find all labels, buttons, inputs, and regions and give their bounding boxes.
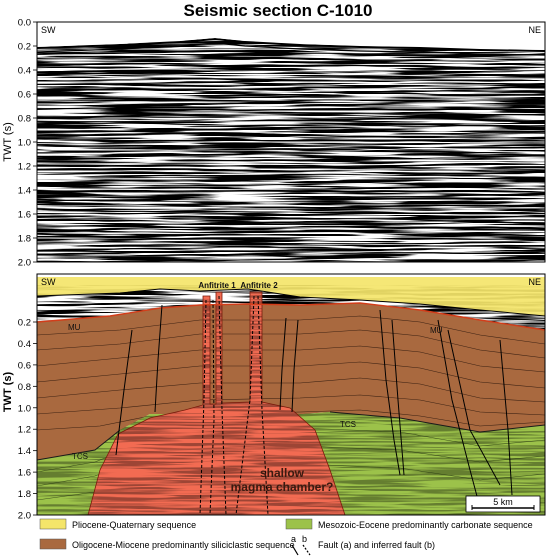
well-label-anfitrite-1: Anfitrite 1: [198, 281, 236, 290]
top-y-tick-label: 1.8: [18, 234, 31, 245]
fault-letter-a: a: [291, 534, 296, 544]
top-y-tick-label: 1.2: [18, 162, 31, 173]
bottom-y-axis-label: TWT (s): [2, 372, 14, 413]
well-label-anfitrite-2: Anfitrite 2: [240, 281, 278, 290]
horizon-label-tcs-right: TCS: [340, 420, 356, 429]
legend-label-fault: Fault (a) and inferred fault (b): [318, 540, 435, 550]
top-y-tick-label: 0.2: [18, 42, 31, 53]
fault-dashed-symbol: [302, 544, 311, 556]
inferred-faults: [199, 295, 269, 515]
bottom-corner-sw: SW: [41, 277, 56, 287]
scale-bar: 5 km: [465, 495, 541, 513]
bottom-interpreted-panel: SW NE Anfitrite 1 Anfitrite 2 MU MU TCS …: [2, 273, 546, 522]
bottom-y-tick-label: 2.0: [18, 511, 31, 522]
bottom-y-tick-label: 1.6: [18, 468, 31, 479]
scale-bar-label: 5 km: [493, 497, 513, 507]
top-y-tick-label: 2.0: [18, 258, 31, 269]
legend: Pliocene-Quaternary sequence Oligocene-M…: [39, 518, 533, 556]
legend-item-oligocene: Oligocene-Miocene predominantly silicicl…: [39, 538, 295, 550]
legend-label-mesozoic: Mesozoic-Eocene predominantly carbonate …: [318, 520, 533, 530]
figure-title: Seismic section C-1010: [184, 1, 373, 20]
bottom-y-tick-label: 1.8: [18, 489, 31, 500]
top-corner-sw: SW: [41, 25, 56, 35]
top-y-axis-label: TWT (s): [2, 122, 14, 162]
bottom-y-tick-label: 1.4: [18, 446, 31, 457]
bottom-corner-ne: NE: [528, 277, 541, 287]
fault-lines: [115, 304, 513, 501]
bottom-y-tick-label: 0.8: [18, 382, 31, 393]
legend-item-fault: a b Fault (a) and inferred fault (b): [291, 534, 435, 556]
top-corner-ne: NE: [528, 25, 541, 35]
bottom-y-tick-label: 0.6: [18, 360, 31, 371]
top-y-tick-label: 1.6: [18, 210, 31, 221]
top-y-tick-label: 0.4: [18, 66, 31, 77]
bottom-y-axis: 0.2 0.4 0.6 0.8 1.0 1.2 1.4 1.6 1.8 2.0: [18, 318, 37, 522]
fault-letter-b: b: [302, 534, 307, 544]
top-y-tick-label: 1.0: [18, 138, 31, 149]
bottom-y-tick-label: 0.2: [18, 318, 31, 329]
bottom-y-tick-label: 1.0: [18, 403, 31, 414]
legend-item-pliocene: Pliocene-Quaternary sequence: [39, 518, 196, 530]
top-seismic-panel: SW NE 0.00.20.40.60.81.01.21.41.61.82.0 …: [2, 18, 546, 269]
legend-label-oligocene: Oligocene-Miocene predominantly silicicl…: [72, 540, 295, 550]
magma-chamber-label-line2: magma chamber?: [231, 480, 334, 494]
horizon-label-mu-left: MU: [68, 323, 81, 332]
legend-label-pliocene: Pliocene-Quaternary sequence: [72, 520, 196, 530]
horizon-label-mu-right: MU: [430, 326, 443, 335]
fault-solid-symbol: [291, 544, 299, 556]
bottom-y-tick-label: 0.4: [18, 339, 31, 350]
top-y-tick-label: 0.8: [18, 114, 31, 125]
top-y-tick-label: 0.0: [18, 18, 31, 29]
bottom-y-tick-label: 1.2: [18, 425, 31, 436]
top-y-tick-label: 0.6: [18, 90, 31, 101]
magma-chamber-label-line1: shallow: [260, 466, 305, 480]
top-y-tick-label: 1.4: [18, 186, 31, 197]
legend-item-mesozoic: Mesozoic-Eocene predominantly carbonate …: [285, 518, 533, 530]
top-y-axis: 0.0 0.2 0.4 0.6 0.8 1.0 1.2 1.4 1.6 1.8 2.0: [18, 18, 37, 269]
horizon-label-tcs-left: TCS: [72, 452, 88, 461]
